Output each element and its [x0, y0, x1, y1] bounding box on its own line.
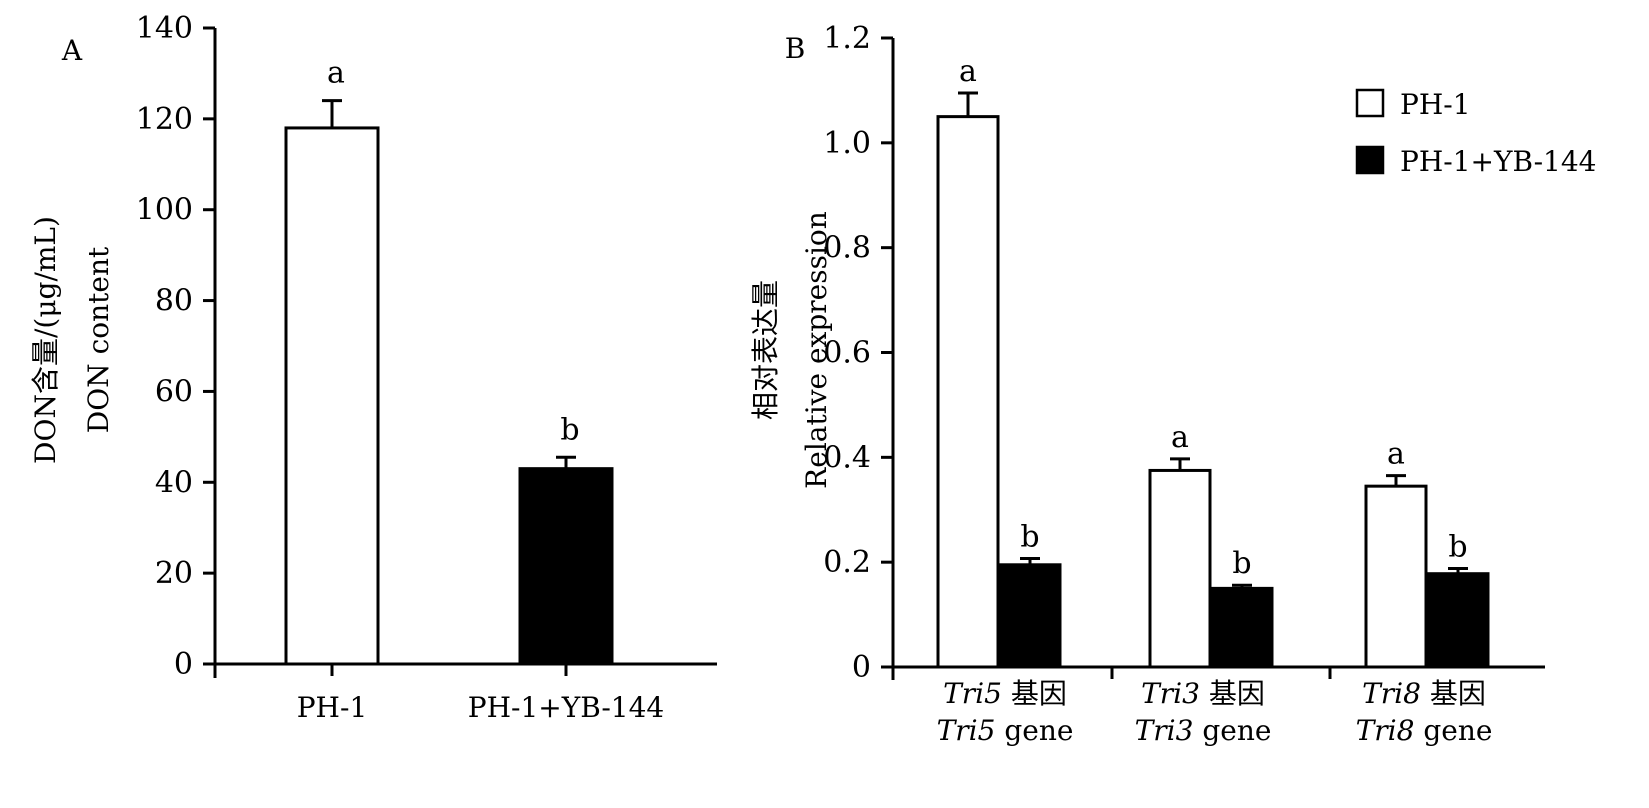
legend-swatch-ph1-yb144	[1357, 147, 1383, 173]
panel-a-ytick-label: 20	[155, 556, 193, 591]
panel-a-sig-label: a	[327, 56, 345, 91]
panel-b-group-label-zh: Tri5 基因	[943, 677, 1067, 710]
panel-b-ylabel-zh: 相对表达量	[749, 280, 782, 420]
panel-a-ytick-label: 60	[155, 374, 193, 409]
panel-b-sig-label: a	[1171, 420, 1189, 455]
panel-b-group-label-en: Tri8 gene	[1356, 714, 1493, 747]
panel-b-y-ticks: 0 0.2 0.4 0.6 0.8 1.0 1.2	[823, 21, 893, 685]
panel-b-ytick-label: 1.0	[823, 126, 871, 161]
panel-a-ytick-label: 120	[136, 102, 193, 137]
panel-b-sig-label: b	[1448, 529, 1467, 564]
panel-a-ylabel-en: DON content	[82, 246, 115, 433]
legend-label-ph1: PH-1	[1400, 88, 1471, 121]
panel-b-ytick-label: 0.2	[823, 545, 871, 580]
panel-b-sig-label: b	[1232, 546, 1251, 581]
panel-b-ytick-label: 0.8	[823, 231, 871, 266]
panel-a-bar-PH-1+YB-144	[520, 469, 612, 664]
panel-a-categories: PH-1 PH-1+YB-144	[297, 664, 665, 724]
panel-b-categories: Tri5 基因 Tri5 gene Tri3 基因 Tri3 gene Tri8 基因 T…	[937, 667, 1493, 747]
panel-b-bar-tri3-s1	[1212, 588, 1272, 667]
panel-b-bar-tri8-s0	[1366, 486, 1426, 667]
legend: PH-1 PH-1+YB-144	[1357, 88, 1596, 178]
panel-a-ylabel-zh: DON含量/(μg/mL)	[29, 216, 62, 464]
panel-b-sig-label: a	[959, 54, 977, 89]
panel-a-ytick-label: 0	[174, 647, 193, 682]
panel-b-group-label-en: Tri5 gene	[937, 714, 1074, 747]
panel-a-ytick-label: 100	[136, 193, 193, 228]
panel-a-category-label: PH-1	[297, 691, 368, 724]
legend-label-ph1-yb144: PH-1+YB-144	[1400, 145, 1596, 178]
panel-a-bar-PH-1	[286, 128, 378, 664]
legend-swatch-ph1	[1357, 90, 1383, 116]
panel-b-group-label-zh: Tri8 基因	[1362, 677, 1486, 710]
panel-b-sig-label: b	[1020, 519, 1039, 554]
panel-a-ytick-label: 40	[155, 465, 193, 500]
panel-b-bar-tri8-s1	[1428, 574, 1488, 667]
panel-b-label: B	[785, 32, 806, 65]
panel-b-ytick-label: 0.4	[823, 440, 871, 475]
panel-b-group-label-en: Tri3 gene	[1135, 714, 1272, 747]
panel-b-sig-label: a	[1387, 437, 1405, 472]
panel-a-ytick-label: 140	[136, 11, 193, 46]
panel-b-bar-tri5-s0	[938, 117, 998, 667]
panel-b-ytick-label: 1.2	[823, 21, 871, 56]
panel-a-ylabel: DON含量/(μg/mL)	[29, 216, 62, 464]
panel-b-ytick-label: 0	[852, 650, 871, 685]
panel-b-bar-tri3-s0	[1150, 470, 1210, 667]
panel-a-ytick-label: 80	[155, 284, 193, 319]
panel-a-label: A	[61, 34, 83, 67]
panel-a-y-ticks: 0 20 40 60 80 100 120 140	[136, 11, 215, 682]
panel-b-group-label-zh: Tri3 基因	[1141, 677, 1265, 710]
panel-b-ytick-label: 0.6	[823, 336, 871, 371]
panel-a-category-label: PH-1+YB-144	[468, 691, 664, 724]
panel-b-bar-tri5-s1	[1000, 565, 1060, 667]
panel-a-bars: ab	[286, 56, 612, 664]
panel-a-sig-label: b	[560, 412, 579, 447]
